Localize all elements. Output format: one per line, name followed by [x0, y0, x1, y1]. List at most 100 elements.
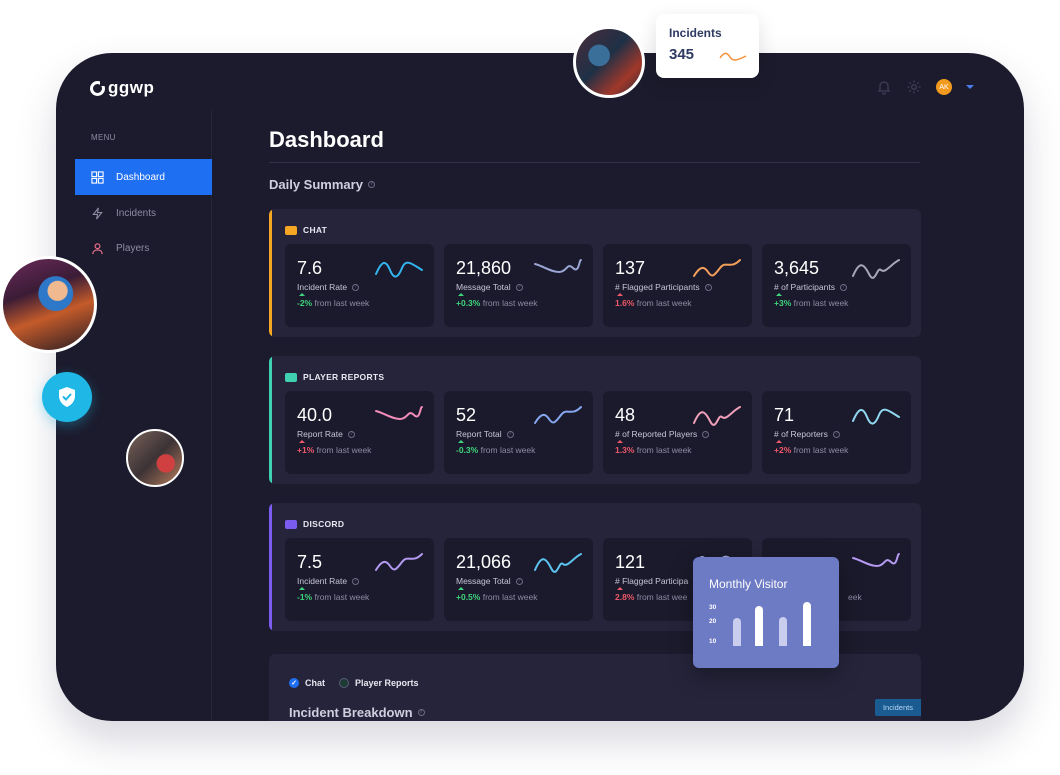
toggle-label: Chat: [305, 678, 325, 688]
chat-icon: [285, 225, 297, 235]
incidents-tag[interactable]: Incidents: [874, 699, 921, 716]
sidebar-item-players[interactable]: Players: [75, 230, 212, 266]
sparkline-icon: [693, 259, 741, 277]
info-icon[interactable]: ?: [506, 430, 514, 438]
toggle-chat[interactable]: ✓ Chat: [289, 678, 325, 688]
stat-label-text: Report Total: [456, 429, 502, 439]
axis-tick: 10: [709, 638, 717, 645]
user-icon: [92, 242, 103, 254]
info-icon[interactable]: ?: [702, 430, 710, 438]
info-icon[interactable]: ?: [515, 283, 523, 291]
stat-label: # Flagged Participants?: [615, 282, 712, 292]
stat-cards: 40.0 Report Rate? +1% from last week 52 Repo…: [285, 391, 911, 474]
shield-check-icon: [59, 387, 75, 407]
info-icon[interactable]: ?: [832, 430, 840, 438]
arrow-down-icon: [776, 440, 782, 443]
arrow-down-icon: [617, 293, 623, 296]
stat-change-value: +2%: [774, 445, 792, 455]
stat-change: +3% from last week: [774, 293, 848, 308]
breakdown-title-text: Incident Breakdown: [289, 705, 413, 720]
stat-change-value: +0.3%: [456, 298, 481, 308]
stat-label-text: Incident Rate: [297, 282, 348, 292]
info-icon[interactable]: ?: [704, 283, 712, 291]
panel-accent-bar: [269, 356, 272, 484]
stat-card[interactable]: 3,645 # of Participants? +3% from last wee…: [762, 244, 911, 327]
sparkline-icon: [375, 406, 423, 421]
sidebar-item-label: Players: [116, 242, 150, 254]
info-icon[interactable]: ?: [839, 283, 847, 291]
sparkline-icon: [375, 553, 423, 571]
main-content: Dashboard Daily Summary ? CHAT 7.6 Inciden…: [213, 109, 1024, 721]
arrow-up-icon: [299, 293, 305, 296]
stat-change-text: from last week: [316, 445, 372, 455]
info-icon[interactable]: ?: [515, 577, 523, 585]
sparkline-icon: [852, 408, 900, 425]
axis-tick: 20: [709, 618, 717, 625]
sparkline-icon: [534, 259, 582, 274]
panel-title: CHAT: [303, 225, 328, 235]
stat-change: -1% from last week: [297, 587, 369, 602]
stat-label: Report Total?: [456, 429, 514, 439]
stat-label-text: # Flagged Participants: [615, 282, 700, 292]
stat-card[interactable]: 52 Report Total? -0.3% from last week: [444, 391, 593, 474]
page-title: Dashboard: [269, 127, 384, 152]
arrow-down-icon: [617, 440, 623, 443]
sidebar-item-incidents[interactable]: Incidents: [75, 195, 212, 231]
sidebar-item-dashboard[interactable]: Dashboard: [75, 159, 212, 195]
stat-card[interactable]: 40.0 Report Rate? +1% from last week: [285, 391, 434, 474]
incidents-popup-value: 345: [669, 46, 695, 63]
chevron-down-icon[interactable]: [966, 85, 974, 89]
info-icon[interactable]: ?: [367, 181, 375, 188]
stat-change-value: 1.6%: [615, 298, 635, 308]
arrow-up-icon: [458, 587, 464, 590]
top-bar: ggwp AK: [56, 53, 1024, 109]
toggle-player-reports[interactable]: Player Reports: [339, 678, 419, 688]
stat-label: Message Total?: [456, 282, 523, 292]
stat-label-text: Message Total: [456, 282, 511, 292]
dashboard-window: ggwp AK MENU Dashboard Incidents Players…: [56, 53, 1024, 721]
panel-accent-bar: [269, 503, 272, 631]
stat-value: 40.0: [297, 405, 333, 425]
top-actions: AK: [876, 79, 974, 95]
gear-icon[interactable]: [906, 79, 922, 95]
stat-card[interactable]: 137 # Flagged Participants? 1.6% from last…: [603, 244, 752, 327]
stat-change: +0.3% from last week: [456, 293, 538, 308]
info-icon[interactable]: ?: [417, 709, 425, 716]
stat-change: +2% from last week: [774, 440, 848, 455]
sparkline-icon: [534, 553, 582, 573]
stat-change: 1.6% from last week: [615, 293, 692, 308]
stat-value: 7.5: [297, 552, 323, 572]
panel-header: CHAT: [285, 225, 327, 235]
stat-value: 71: [774, 405, 795, 425]
arrow-down-icon: [299, 440, 305, 443]
visitor-bar: [733, 618, 741, 646]
stat-change: +1% from last week: [297, 440, 372, 455]
stat-card[interactable]: 48 # of Reported Players? 1.3% from last w…: [603, 391, 752, 474]
check-icon: ✓: [289, 678, 299, 688]
info-icon[interactable]: ?: [347, 430, 355, 438]
logo-mark-icon: [90, 79, 106, 96]
arrow-up-icon: [458, 293, 464, 296]
stat-change-text: from last wee: [636, 592, 688, 602]
player-photo: [126, 429, 184, 487]
stat-card[interactable]: 7.6 Incident Rate? -2% from last week: [285, 244, 434, 327]
visitor-bar: [779, 617, 787, 646]
stat-label: Incident Rate?: [297, 282, 360, 292]
stat-label-text: # of Reported Players: [615, 429, 698, 439]
info-icon[interactable]: ?: [352, 577, 360, 585]
app-logo[interactable]: ggwp: [90, 78, 154, 98]
stat-card[interactable]: 71 # of Reporters? +2% from last week: [762, 391, 911, 474]
stat-card[interactable]: 21,066 Message Total? +0.5% from last week: [444, 538, 593, 621]
logo-text: ggwp: [108, 78, 155, 97]
user-avatar[interactable]: AK: [936, 79, 952, 95]
shield-badge: [42, 372, 92, 422]
stat-change: -0.3% from last week: [456, 440, 535, 455]
stat-value: 7.6: [297, 258, 323, 278]
bell-icon[interactable]: [876, 79, 892, 95]
info-icon[interactable]: ?: [352, 283, 360, 291]
bolt-icon: [92, 207, 103, 219]
stat-card[interactable]: 7.5 Incident Rate? -1% from last week: [285, 538, 434, 621]
arrow-down-icon: [617, 587, 623, 590]
stat-card[interactable]: 21,860 Message Total? +0.3% from last week: [444, 244, 593, 327]
stat-change-text: from last week: [482, 298, 538, 308]
